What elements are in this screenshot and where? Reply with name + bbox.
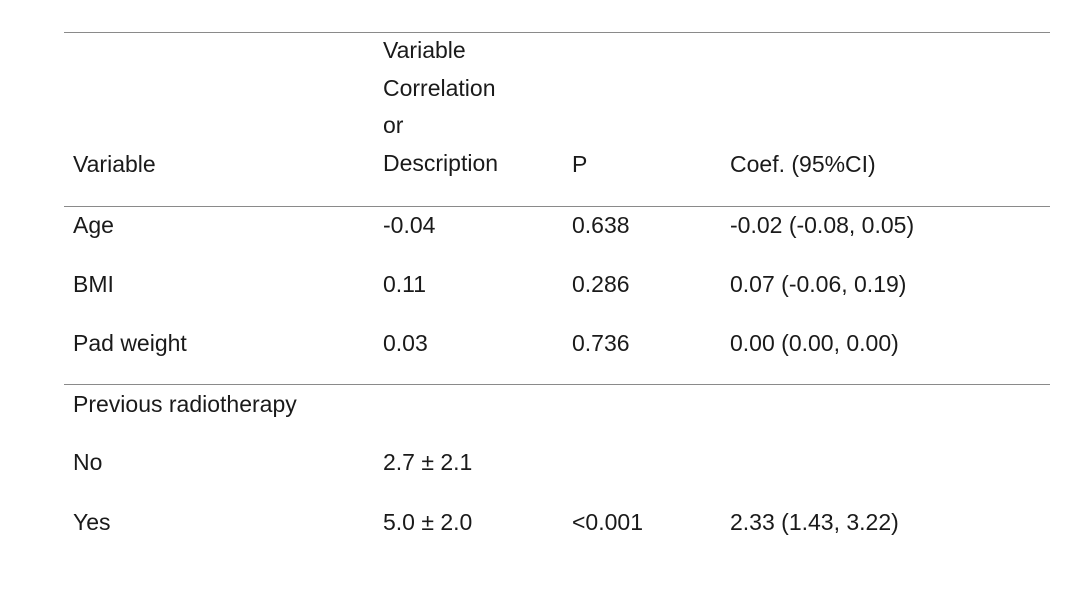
section-rule (64, 384, 1050, 385)
row-description: 0.11 (383, 271, 427, 297)
row-coefficient: 0.00 (0.00, 0.00) (730, 330, 899, 356)
row-variable: Age (73, 212, 114, 238)
header-description-line: Correlation (383, 74, 496, 101)
row-p-value: 0.286 (572, 271, 630, 297)
row-variable: BMI (73, 271, 114, 297)
row-coefficient: -0.02 (-0.08, 0.05) (730, 212, 915, 238)
row-description: 2.7 ± 2.1 (383, 449, 473, 475)
row-description: 5.0 ± 2.0 (383, 509, 473, 535)
header-variable: Variable (73, 151, 156, 177)
row-description: -0.04 (383, 212, 436, 238)
row-variable: No (73, 449, 103, 475)
row-p-value: 0.638 (572, 212, 630, 238)
group-title: Previous radiotherapy (73, 391, 297, 417)
table-top-rule (64, 32, 1050, 33)
header-coef: Coef. (95%CI) (730, 151, 876, 177)
header-description-line: or (383, 112, 404, 138)
row-variable: Yes (73, 509, 111, 535)
row-p-value: 0.736 (572, 330, 630, 356)
header-rule (64, 206, 1050, 207)
header-description: Variable Correlation or Description (383, 32, 498, 182)
row-coefficient: 2.33 (1.43, 3.22) (730, 509, 899, 535)
row-p-value: <0.001 (572, 509, 643, 535)
row-description: 0.03 (383, 330, 428, 356)
row-coefficient: 0.07 (-0.06, 0.19) (730, 271, 907, 297)
header-p: P (572, 151, 588, 177)
header-description-line: Variable (383, 37, 466, 63)
row-variable: Pad weight (73, 330, 187, 356)
header-description-line: Description (383, 149, 499, 176)
